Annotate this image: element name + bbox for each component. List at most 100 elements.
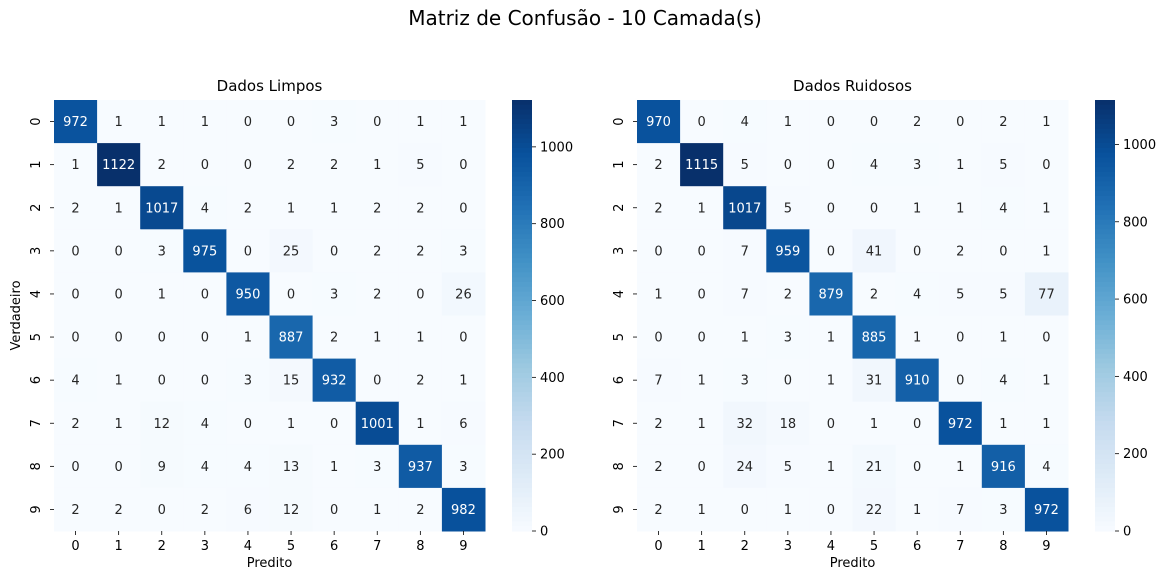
panel-1-cell-5-8 <box>981 315 1026 360</box>
panel-0-cell-5-5 <box>269 315 314 360</box>
panel-0-colorbar-strip-75 <box>512 459 532 465</box>
panel-1-colorbar-strip-67 <box>1095 420 1115 427</box>
panel-0-cell-label-9-6: 0 <box>330 503 338 518</box>
panel-1-cell-label-0-9: 1 <box>1042 115 1050 130</box>
panel-1-cell-label-3-3: 959 <box>775 244 800 259</box>
panel-1-cell-label-9-1: 1 <box>698 503 706 518</box>
panel-1-colorbar-strip-50 <box>1095 339 1115 345</box>
panel-0-cell-9-9 <box>441 487 486 532</box>
panel-0-cell-3-3 <box>183 229 227 273</box>
panel-0-cell-label-7-4: 0 <box>244 417 252 432</box>
panel-1-ytick-label-4: 4 <box>612 290 627 298</box>
panel-1-cell-7-0 <box>637 401 681 446</box>
panel-0-colorbar-strip-83 <box>512 497 532 503</box>
panel-0-cell-label-9-3: 2 <box>201 503 209 518</box>
panel-1-cell-label-2-8: 4 <box>999 201 1007 216</box>
panel-1-cell-label-9-2: 0 <box>741 503 749 518</box>
panel-1-colorbar-strip-80 <box>1095 483 1115 489</box>
panel-0-colorbar-strip-77 <box>512 468 532 475</box>
panel-0-cell-label-8-8: 937 <box>408 460 433 475</box>
panel-0-cell-7-1 <box>97 401 141 446</box>
panel-1-cell-label-4-4: 879 <box>819 287 844 302</box>
panel-1-cell-1-3 <box>766 143 810 187</box>
panel-1-colorbar-strip-86 <box>1095 511 1115 518</box>
panel-1-cell-5-4 <box>809 315 853 360</box>
panel-0-cell-label-6-8: 2 <box>416 374 424 389</box>
panel-0-cell-8-1 <box>97 444 141 489</box>
panel-1-colorbar-strip-40 <box>1095 291 1115 297</box>
panel-1-cell-4-9 <box>1024 272 1069 316</box>
panel-0-cell-label-2-0: 2 <box>71 201 79 216</box>
panel-1-colorbar-strip-61 <box>1095 392 1115 398</box>
panel-1-ytick-label-8: 8 <box>612 462 627 470</box>
panel-1-ytick-label-6: 6 <box>612 376 627 384</box>
panel-0-cell-1-7 <box>355 143 400 187</box>
panel-1-cell-label-2-6: 1 <box>913 201 921 216</box>
panel-1-cell-0-9 <box>1024 100 1069 144</box>
panel-1-cell-label-2-1: 1 <box>698 201 706 216</box>
panel-0-cell-9-1 <box>97 487 141 532</box>
panel-1-colorbar-strip-68 <box>1095 425 1115 432</box>
panel-1-cell-label-1-1: 1115 <box>685 158 718 173</box>
panel-0-colorbar-strip-18 <box>512 186 532 192</box>
panel-0-cell-2-8 <box>398 186 443 230</box>
panel-1-colorbar-strip-24 <box>1095 214 1115 221</box>
panel-1-cell-8-8 <box>981 444 1026 489</box>
panel-0-cell-label-8-2: 9 <box>158 460 166 475</box>
panel-1-colorbar-tick-label-4: 800 <box>1123 215 1148 230</box>
panel-0-cell-4-6 <box>312 272 357 316</box>
panel-1-colorbar-strip-65 <box>1095 411 1115 417</box>
panel-1-cell-0-4 <box>809 100 853 144</box>
panel-1-cell-0-6 <box>895 100 940 144</box>
panel-0-cell-label-3-0: 0 <box>71 244 79 259</box>
panel-0-cell-2-2 <box>140 186 184 230</box>
panel-0-cell-7-4 <box>226 401 270 446</box>
panel-1-colorbar-strip-6 <box>1095 128 1115 135</box>
panel-0-colorbar-strip-71 <box>512 440 532 446</box>
panel-0-xtick-label-0: 0 <box>71 539 79 554</box>
panel-0-xtick-label-7: 7 <box>373 539 381 554</box>
panel-1-colorbar-strip-30 <box>1095 243 1115 250</box>
panel-1-cell-7-4 <box>809 401 853 446</box>
panel-1-xtick-label-8: 8 <box>999 539 1007 554</box>
panel-1-colorbar-strip-5 <box>1095 123 1115 130</box>
panel-1-xtick-label-4: 4 <box>827 539 835 554</box>
panel-1-cell-label-5-9: 0 <box>1042 331 1050 346</box>
panel-0-cell-label-9-5: 12 <box>283 503 300 518</box>
panel-0-colorbar-strip-43 <box>512 305 532 312</box>
panel-0-colorbar-tick-label-4: 800 <box>540 217 565 232</box>
panel-0-ytick-label-7: 7 <box>29 419 44 427</box>
panel-1-colorbar-strip-18 <box>1095 186 1115 192</box>
panel-0-colorbar-strip-56 <box>512 368 532 374</box>
panel-1-cell-5-1 <box>680 315 724 360</box>
panel-0-colorbar-strip-40 <box>512 291 532 297</box>
panel-0-colorbar-strip-23 <box>512 210 532 216</box>
panel-1-cell-1-7 <box>938 143 983 187</box>
panel-1-colorbar-strip-55 <box>1095 363 1115 369</box>
panel-0-cell-5-3 <box>183 315 227 360</box>
panel-0-cell-label-7-1: 1 <box>115 417 123 432</box>
panel-1-cell-label-9-4: 0 <box>827 503 835 518</box>
panel-1-cell-4-4 <box>809 272 853 316</box>
panel-0-colorbar-strip-79 <box>512 478 532 484</box>
panel-0-xtick-label-5: 5 <box>287 539 295 554</box>
panel-1-cell-8-4 <box>809 444 853 489</box>
panel-1-cell-label-7-3: 18 <box>780 417 797 432</box>
panel-0-cell-5-1 <box>97 315 141 360</box>
panel-1-colorbar-strip-77 <box>1095 468 1115 475</box>
panel-0-cell-4-1 <box>97 272 141 316</box>
panel-1-colorbar-strip-51 <box>1095 344 1115 350</box>
panel-0-cell-label-3-8: 2 <box>416 244 424 259</box>
panel-1-cell-label-8-5: 21 <box>866 460 883 475</box>
panel-1-cell-label-1-9: 0 <box>1042 158 1050 173</box>
panel-0-cell-label-4-0: 0 <box>71 287 79 302</box>
panel-1-cell-1-0 <box>637 143 681 187</box>
panel-1-colorbar-strip-20 <box>1095 195 1115 202</box>
panel-1-cell-0-1 <box>680 100 724 144</box>
panel-1-cell-label-6-5: 31 <box>866 374 883 389</box>
panel-1-cell-label-8-7: 1 <box>956 460 964 475</box>
panel-1-cell-label-3-8: 0 <box>999 244 1007 259</box>
panel-1-cell-label-9-8: 3 <box>999 503 1007 518</box>
panel-1-cell-2-3 <box>766 186 810 230</box>
panel-0-cell-6-8 <box>398 358 443 403</box>
